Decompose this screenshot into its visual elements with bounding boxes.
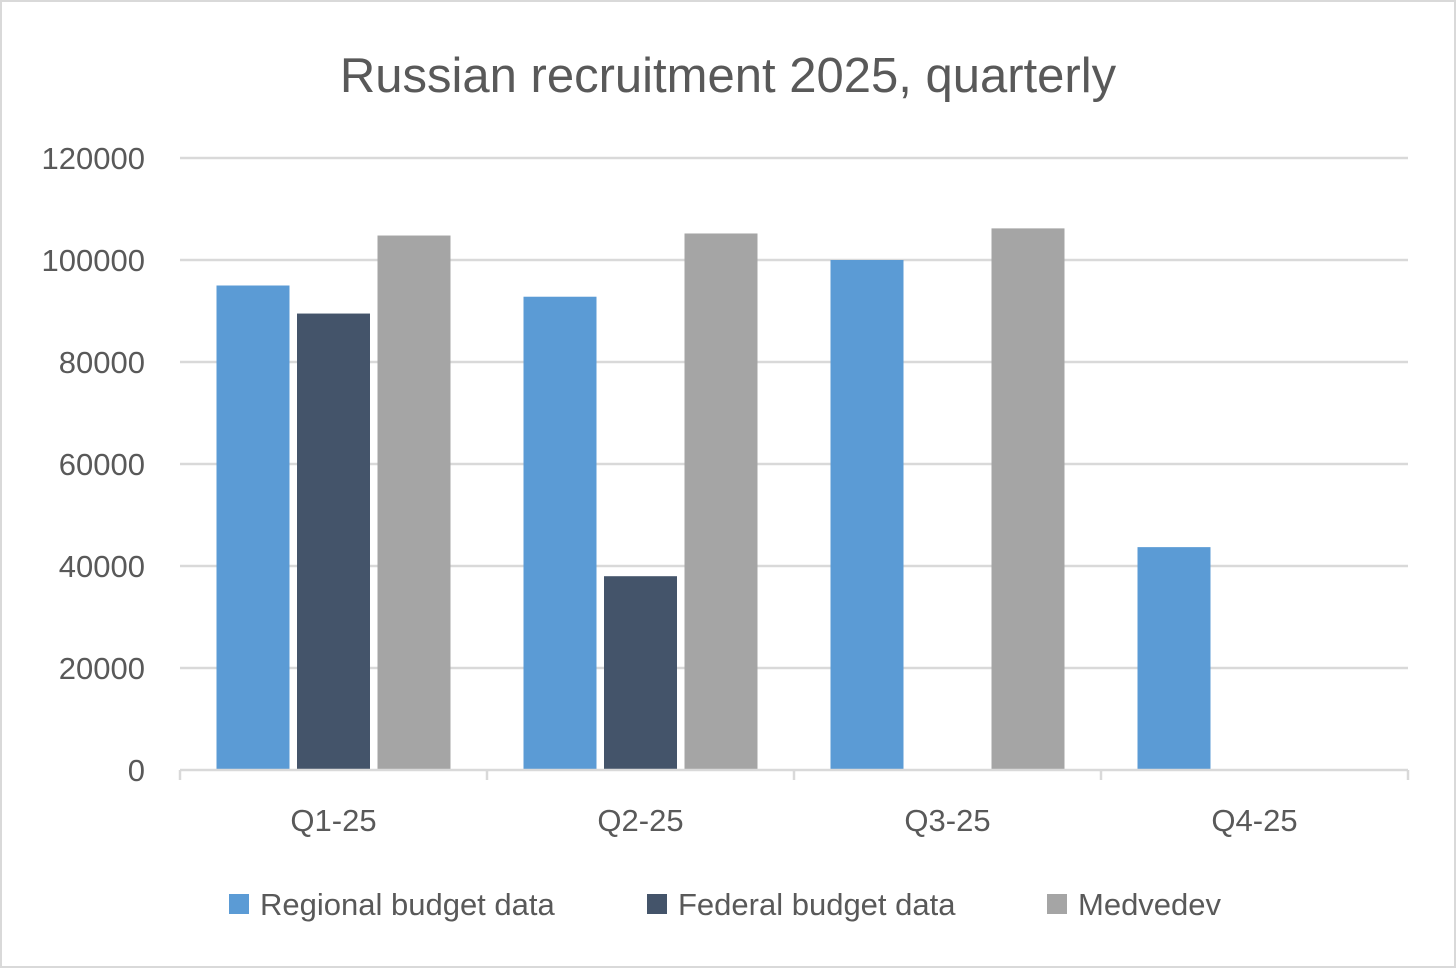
bar-federal-budget-data-q2-25: [604, 576, 677, 770]
chart-title: Russian recruitment 2025, quarterly: [340, 49, 1117, 103]
bar-regional-budget-data-q4-25: [1137, 547, 1211, 770]
bar-federal-budget-data-q1-25: [297, 313, 370, 770]
x-axis: [178, 768, 1410, 780]
legend-label: Medvedev: [1078, 887, 1222, 922]
legend-label: Regional budget data: [260, 887, 556, 922]
y-tick-label: 80000: [59, 345, 145, 380]
y-tick-label: 40000: [59, 549, 145, 584]
x-tick-label: Q3-25: [904, 803, 990, 838]
bar-medvedev-q2-25: [684, 233, 758, 771]
bar-medvedev-q3-25: [991, 228, 1065, 770]
x-tick-label: Q2-25: [597, 803, 683, 838]
bar-regional-budget-data-q2-25: [523, 296, 597, 770]
bar-regional-budget-data-q3-25: [830, 260, 904, 770]
legend-item-federal-budget-data: Federal budget data: [647, 887, 956, 922]
x-tick-label: Q1-25: [290, 803, 376, 838]
legend-swatch: [1047, 894, 1067, 914]
legend-item-regional-budget-data: Regional budget data: [229, 887, 556, 922]
y-tick-label: 0: [128, 753, 145, 788]
legend-label: Federal budget data: [678, 887, 956, 922]
y-tick-label: 120000: [42, 141, 145, 176]
y-axis-ticks: 0 20000 40000 60000 80000 100000 120000: [42, 141, 145, 788]
y-tick-label: 60000: [59, 447, 145, 482]
x-tick-label: Q4-25: [1211, 803, 1297, 838]
y-tick-label: 20000: [59, 651, 145, 686]
legend: Regional budget data Federal budget data M…: [229, 887, 1222, 922]
bar-regional-budget-data-q1-25: [216, 285, 290, 770]
bar-medvedev-q1-25: [377, 235, 451, 770]
y-tick-label: 100000: [42, 243, 145, 278]
x-axis-ticks: Q1-25 Q2-25 Q3-25 Q4-25: [290, 803, 1297, 838]
bars: [216, 228, 1211, 771]
legend-swatch: [647, 894, 667, 914]
legend-swatch: [229, 894, 249, 914]
legend-item-medvedev: Medvedev: [1047, 887, 1222, 922]
